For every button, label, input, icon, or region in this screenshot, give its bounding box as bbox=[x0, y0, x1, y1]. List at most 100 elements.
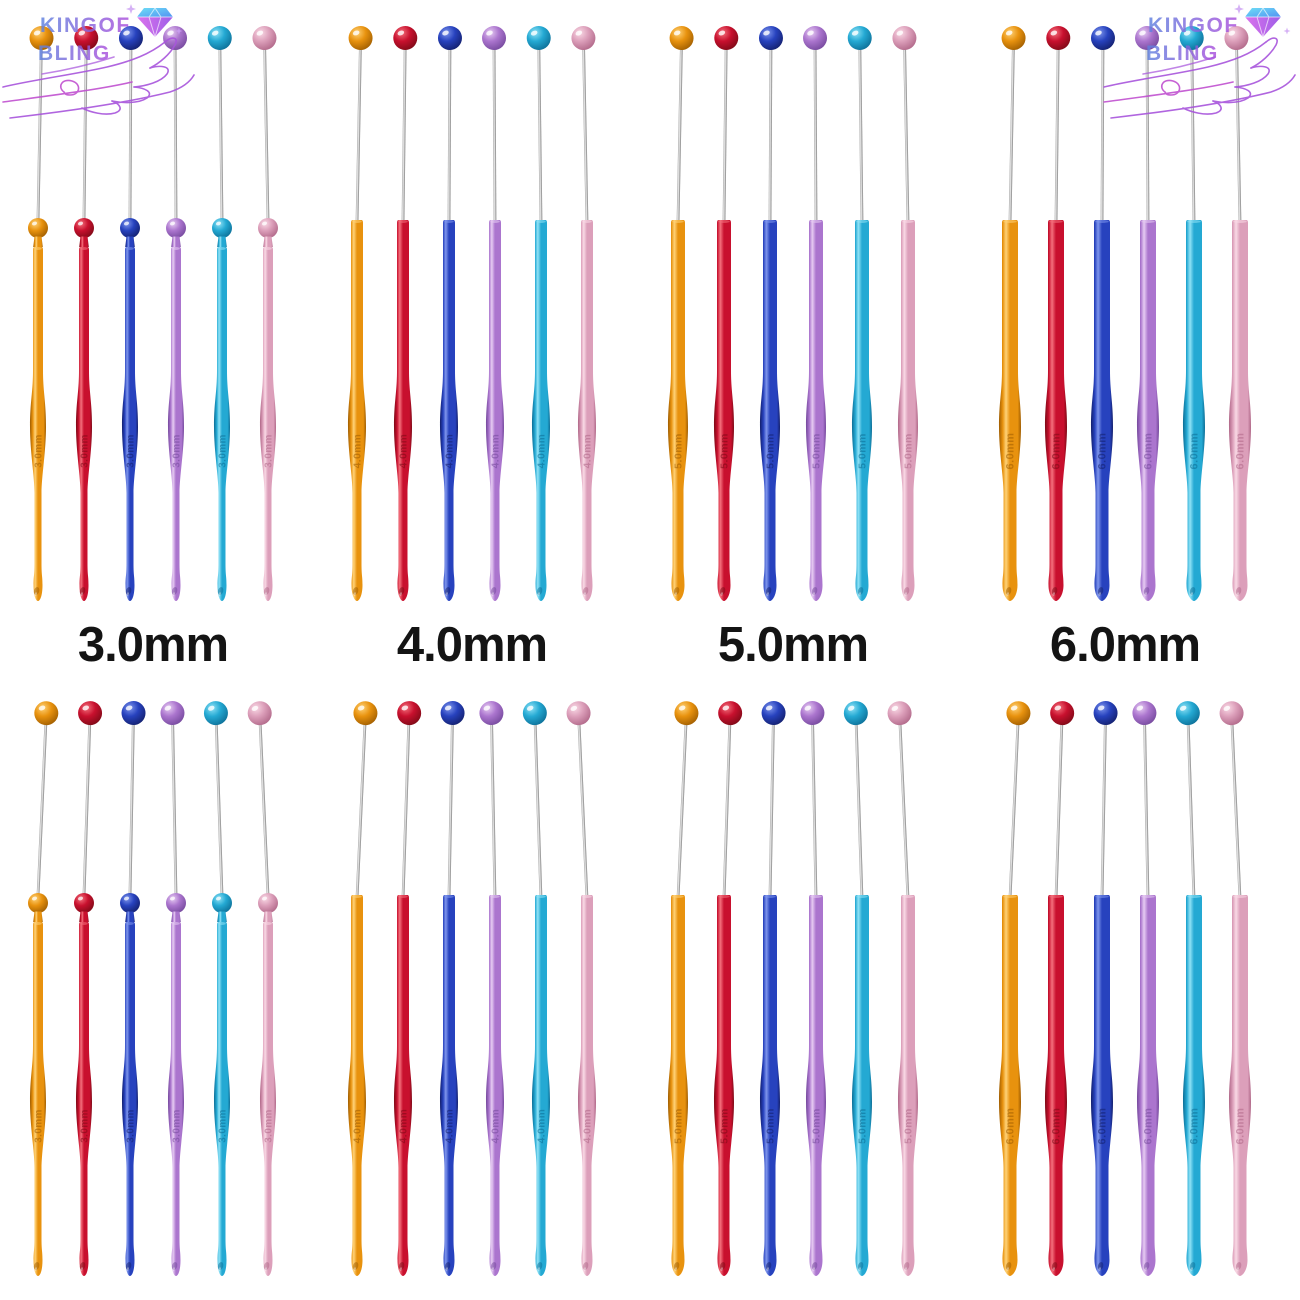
svg-text:4.0mm: 4.0mm bbox=[583, 434, 594, 469]
crochet-hook-blue-5.0mm: 5.0mm bbox=[760, 701, 786, 1276]
hook-group-3.0mm-row2: 3.0mm 3.0mm 3.0mm bbox=[15, 700, 291, 1290]
crochet-hook-red-4.0mm: 4.0mm bbox=[394, 701, 422, 1276]
svg-text:5.0mm: 5.0mm bbox=[857, 433, 869, 469]
svg-text:3.0mm: 3.0mm bbox=[34, 434, 45, 468]
svg-text:6.0mm: 6.0mm bbox=[1097, 433, 1109, 470]
svg-text:4.0mm: 4.0mm bbox=[399, 1109, 410, 1144]
svg-text:5.0mm: 5.0mm bbox=[765, 1108, 777, 1144]
hand-line-art-icon-left bbox=[2, 30, 198, 126]
crochet-hook-pink-6.0mm: 6.0mm bbox=[1224, 26, 1251, 601]
crochet-hook-blue-3.0mm: 3.0mm bbox=[120, 701, 146, 1276]
crochet-hook-pink-3.0mm: 3.0mm bbox=[252, 26, 278, 601]
svg-text:6.0mm: 6.0mm bbox=[1143, 433, 1155, 470]
svg-text:4.0mm: 4.0mm bbox=[353, 434, 364, 469]
svg-text:5.0mm: 5.0mm bbox=[811, 433, 823, 469]
crochet-hook-gold-3.0mm: 3.0mm bbox=[28, 701, 59, 1276]
svg-text:6.0mm: 6.0mm bbox=[1143, 1108, 1155, 1145]
svg-text:6.0mm: 6.0mm bbox=[1005, 1108, 1017, 1145]
hook-group-5.0mm-row2: 5.0mm 5.0mm 5.0mm 5.0mm bbox=[655, 700, 931, 1290]
crochet-hook-teal-4.0mm: 4.0mm bbox=[522, 701, 550, 1276]
svg-text:5.0mm: 5.0mm bbox=[903, 433, 915, 469]
crochet-hook-gold-5.0mm: 5.0mm bbox=[668, 701, 699, 1276]
svg-text:3.0mm: 3.0mm bbox=[264, 1109, 275, 1143]
crochet-hook-pink-4.0mm: 4.0mm bbox=[566, 701, 596, 1276]
svg-text:6.0mm: 6.0mm bbox=[1097, 1108, 1109, 1145]
svg-text:3.0mm: 3.0mm bbox=[126, 1109, 137, 1143]
crochet-hook-teal-3.0mm: 3.0mm bbox=[207, 26, 232, 601]
crochet-hook-purple-3.0mm: 3.0mm bbox=[160, 701, 186, 1276]
hook-group-5.0mm-row1: 5.0mm 5.0mm 5.0mm 5.0mm bbox=[655, 25, 931, 615]
svg-text:6.0mm: 6.0mm bbox=[1005, 433, 1017, 470]
crochet-hook-red-4.0mm: 4.0mm bbox=[393, 26, 418, 601]
crochet-hook-pink-6.0mm: 6.0mm bbox=[1219, 701, 1251, 1276]
crochet-hook-teal-5.0mm: 5.0mm bbox=[843, 701, 872, 1276]
crochet-hook-gold-3.0mm: 3.0mm bbox=[28, 26, 54, 601]
crochet-hook-pink-4.0mm: 4.0mm bbox=[571, 26, 596, 601]
watermark-right: KINGOF BLING bbox=[1138, 4, 1300, 78]
brand-text-line2: BLING bbox=[1146, 42, 1219, 65]
crochet-hook-blue-3.0mm: 3.0mm bbox=[118, 26, 143, 601]
svg-text:5.0mm: 5.0mm bbox=[811, 1108, 823, 1144]
crochet-hook-purple-4.0mm: 4.0mm bbox=[479, 701, 504, 1276]
crochet-hook-gold-6.0mm: 6.0mm bbox=[999, 701, 1031, 1276]
crochet-hook-gold-4.0mm: 4.0mm bbox=[348, 701, 378, 1276]
svg-text:6.0mm: 6.0mm bbox=[1051, 433, 1063, 470]
crochet-hook-red-5.0mm: 5.0mm bbox=[714, 26, 739, 601]
svg-text:5.0mm: 5.0mm bbox=[719, 433, 731, 469]
svg-text:3.0mm: 3.0mm bbox=[172, 1109, 183, 1143]
hand-line-art-icon-right bbox=[1103, 30, 1299, 126]
svg-text:4.0mm: 4.0mm bbox=[353, 1109, 364, 1144]
size-label-3mm: 3.0mm bbox=[77, 618, 229, 672]
svg-text:6.0mm: 6.0mm bbox=[1189, 433, 1201, 470]
svg-text:3.0mm: 3.0mm bbox=[172, 434, 183, 468]
size-label-6mm: 6.0mm bbox=[1049, 618, 1201, 672]
crochet-hook-blue-4.0mm: 4.0mm bbox=[440, 701, 465, 1276]
crochet-hook-pink-5.0mm: 5.0mm bbox=[892, 26, 918, 601]
size-label-5mm: 5.0mm bbox=[717, 618, 869, 672]
svg-text:5.0mm: 5.0mm bbox=[673, 433, 685, 469]
svg-text:4.0mm: 4.0mm bbox=[491, 434, 502, 469]
crochet-hook-red-5.0mm: 5.0mm bbox=[714, 701, 743, 1276]
svg-text:4.0mm: 4.0mm bbox=[445, 434, 456, 469]
crochet-hook-gold-6.0mm: 6.0mm bbox=[999, 26, 1026, 601]
diamond-icon bbox=[1232, 2, 1294, 44]
crochet-hook-pink-3.0mm: 3.0mm bbox=[247, 701, 278, 1276]
crochet-hook-purple-6.0mm: 6.0mm bbox=[1132, 701, 1159, 1276]
crochet-hook-blue-6.0mm: 6.0mm bbox=[1090, 26, 1115, 601]
hook-group-4.0mm-row1: 4.0mm 4.0mm 4.0mm 4.0mm bbox=[334, 25, 610, 615]
svg-text:4.0mm: 4.0mm bbox=[583, 1109, 594, 1144]
crochet-hook-gold-4.0mm: 4.0mm bbox=[348, 26, 373, 601]
crochet-hook-teal-3.0mm: 3.0mm bbox=[203, 701, 232, 1276]
crochet-hook-red-3.0mm: 3.0mm bbox=[74, 701, 103, 1276]
svg-text:6.0mm: 6.0mm bbox=[1189, 1108, 1201, 1145]
crochet-hook-gold-5.0mm: 5.0mm bbox=[668, 26, 694, 601]
crochet-hook-red-3.0mm: 3.0mm bbox=[74, 26, 99, 601]
svg-text:4.0mm: 4.0mm bbox=[537, 434, 548, 469]
svg-text:3.0mm: 3.0mm bbox=[34, 1109, 45, 1143]
crochet-hook-teal-5.0mm: 5.0mm bbox=[847, 26, 872, 601]
crochet-hook-teal-4.0mm: 4.0mm bbox=[526, 26, 551, 601]
svg-text:3.0mm: 3.0mm bbox=[80, 434, 91, 468]
svg-text:4.0mm: 4.0mm bbox=[399, 434, 410, 469]
crochet-hook-blue-6.0mm: 6.0mm bbox=[1091, 701, 1118, 1276]
crochet-hook-purple-4.0mm: 4.0mm bbox=[482, 26, 507, 601]
svg-text:4.0mm: 4.0mm bbox=[537, 1109, 548, 1144]
size-label-4mm: 4.0mm bbox=[396, 618, 548, 672]
brand-text-line1: KINGOF bbox=[1148, 14, 1239, 37]
watermark-left: KINGOF BLING bbox=[30, 4, 220, 78]
hook-group-6.0mm-row1: 6.0mm 6.0mm 6.0mm 6.0mm bbox=[987, 25, 1263, 615]
crochet-hook-blue-5.0mm: 5.0mm bbox=[758, 26, 783, 601]
svg-text:6.0mm: 6.0mm bbox=[1051, 1108, 1063, 1145]
brand-text-line1: KINGOF bbox=[40, 14, 131, 37]
crochet-hook-teal-6.0mm: 6.0mm bbox=[1175, 701, 1205, 1276]
svg-text:4.0mm: 4.0mm bbox=[445, 1109, 456, 1144]
hand-sketch-icon bbox=[2, 37, 195, 119]
svg-text:5.0mm: 5.0mm bbox=[765, 433, 777, 469]
crochet-hook-teal-6.0mm: 6.0mm bbox=[1179, 26, 1205, 601]
svg-text:3.0mm: 3.0mm bbox=[218, 434, 229, 468]
svg-text:6.0mm: 6.0mm bbox=[1235, 1108, 1247, 1145]
hook-group-6.0mm-row2: 6.0mm 6.0mm 6.0mm 6.0mm bbox=[987, 700, 1263, 1290]
crochet-hook-blue-4.0mm: 4.0mm bbox=[437, 26, 462, 601]
svg-text:3.0mm: 3.0mm bbox=[126, 434, 137, 468]
